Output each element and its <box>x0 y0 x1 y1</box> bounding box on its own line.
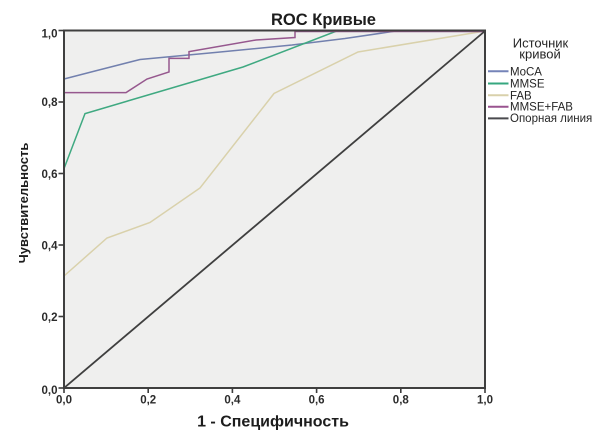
svg-text:кривой: кривой <box>519 47 560 62</box>
svg-text:1 - Специфичность: 1 - Специфичность <box>197 413 349 430</box>
svg-text:1,0: 1,0 <box>477 395 493 407</box>
svg-text:Чувствительность: Чувствительность <box>16 143 31 264</box>
svg-text:Источник: Источник <box>513 36 569 51</box>
svg-text:0,4: 0,4 <box>224 395 241 407</box>
svg-text:MoCA: MoCA <box>510 66 542 78</box>
svg-text:0,0: 0,0 <box>56 395 72 407</box>
svg-text:0,6: 0,6 <box>309 395 325 407</box>
svg-text:0,2: 0,2 <box>42 312 58 324</box>
svg-text:MMSE: MMSE <box>510 79 545 91</box>
svg-text:MMSE+FAB: MMSE+FAB <box>510 101 573 113</box>
svg-text:0,8: 0,8 <box>42 97 59 109</box>
svg-text:Опорная линия: Опорная линия <box>510 113 592 125</box>
svg-text:0,4: 0,4 <box>42 240 59 252</box>
svg-text:ROC Кривые: ROC Кривые <box>271 11 376 29</box>
svg-text:FAB: FAB <box>510 90 532 102</box>
svg-text:0,0: 0,0 <box>42 385 58 397</box>
svg-text:0,6: 0,6 <box>42 169 58 181</box>
svg-text:1,0: 1,0 <box>42 29 58 41</box>
svg-text:0,8: 0,8 <box>393 395 410 407</box>
svg-text:0,2: 0,2 <box>140 395 156 407</box>
